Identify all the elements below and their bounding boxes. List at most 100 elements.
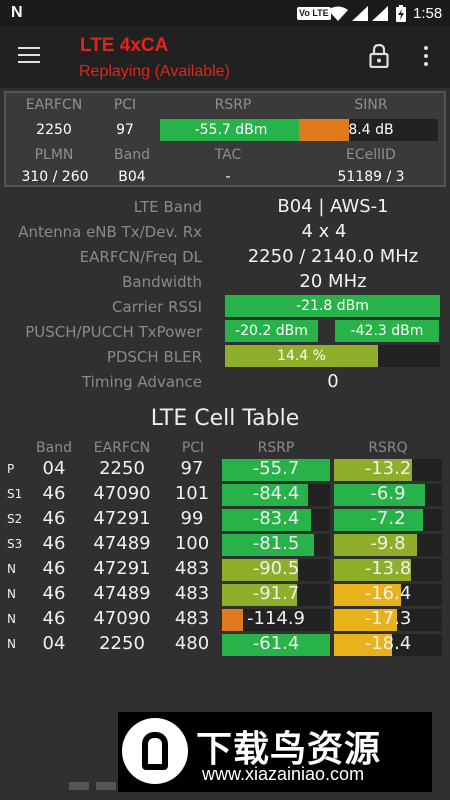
earfcn-freq-label: EARFCN/Freq DL — [79, 248, 202, 266]
summary-panel: EARFCN PCI RSRP SINR 2250 97 -55.7 dBm 8… — [4, 91, 446, 187]
tx-power-label: PUSCH/PUCCH TxPower — [25, 323, 202, 341]
bird-logo-icon — [122, 718, 188, 784]
earfcn-header: EARFCN — [93, 440, 151, 456]
cell-earfcn: 47489 — [93, 533, 151, 554]
rsrp-bar: -55.7 dBm — [160, 119, 302, 141]
cell-band: 46 — [42, 533, 66, 554]
cell-rsrq: -9.8 — [370, 533, 406, 554]
pci-value: 97 — [116, 122, 134, 138]
rsrp-fill-bar — [222, 584, 297, 606]
sinr-label: SINR — [354, 97, 388, 113]
lte-band-value: B04 | AWS-1 — [277, 196, 389, 217]
plmn-label: PLMN — [34, 147, 74, 163]
cell-band: 04 — [42, 633, 66, 654]
cell-type: P — [7, 462, 15, 476]
ecellid-label: ECellID — [346, 147, 396, 163]
cell-rsrp: -114.9 — [246, 608, 306, 629]
tac-value: - — [225, 169, 231, 185]
cell-band: 46 — [42, 508, 66, 529]
page-indicator-1 — [69, 782, 89, 790]
cell-rsrp: -61.4 — [252, 633, 300, 654]
antenna-label: Antenna eNB Tx/Dev. Rx — [18, 223, 202, 241]
rsrq-fill-bar — [334, 459, 412, 481]
cell-band: 46 — [42, 608, 66, 629]
cell-rsrq: -6.9 — [370, 483, 406, 504]
rsrp-fill-bar — [222, 534, 314, 556]
earfcn-freq-value: 2250 / 2140.0 MHz — [247, 246, 419, 267]
rsrq-fill-bar — [334, 634, 392, 656]
cell-rsrp: -91.7 — [252, 583, 300, 604]
cell-rsrp: -83.4 — [252, 508, 300, 529]
bandwidth-label: Bandwidth — [122, 273, 202, 291]
rsrq-fill-bar — [334, 584, 401, 606]
cell-pci: 100 — [174, 533, 210, 554]
cell-earfcn: 47291 — [93, 508, 151, 529]
cell-earfcn: 2250 — [99, 633, 145, 654]
cell-rsrp: -55.7 — [252, 458, 300, 479]
rsrq-header: RSRQ — [368, 440, 408, 456]
menu-icon[interactable] — [18, 47, 40, 65]
cell-type: S2 — [7, 512, 23, 526]
cell-band: 04 — [42, 458, 66, 479]
ecellid-value: 51189 / 3 — [337, 169, 405, 185]
antenna-value: 4 x 4 — [301, 221, 347, 242]
rsrp-fill-bar — [222, 634, 330, 656]
cell-pci: 480 — [174, 633, 210, 654]
pusch-power-bar: -20.2 dBm — [225, 320, 318, 342]
timing-advance-value: 0 — [327, 371, 339, 392]
rsrp-fill-bar — [222, 459, 330, 481]
lock-icon[interactable] — [369, 44, 389, 68]
watermark-title: 下载鸟资源 — [196, 729, 382, 770]
cell-rsrq: -13.8 — [364, 558, 412, 579]
cell-type: N — [7, 637, 16, 651]
cell-earfcn: 47090 — [93, 483, 151, 504]
cell-type: S1 — [7, 487, 23, 501]
carrier-rssi-bar: -21.8 dBm — [225, 295, 440, 317]
cell-rsrp: -81.5 — [252, 533, 300, 554]
rsrp-fill-bar — [222, 484, 308, 506]
cell-table-title: LTE Cell Table — [150, 406, 300, 431]
app-bar: LTE 4xCA Replaying (Available) — [0, 26, 450, 88]
cell-band: 46 — [42, 483, 66, 504]
cell-band: 46 — [42, 583, 66, 604]
replay-status: Replaying (Available) — [79, 63, 230, 80]
cell-rsrq: -17.3 — [364, 608, 412, 629]
cell-band: 46 — [42, 558, 66, 579]
cell-earfcn: 2250 — [99, 458, 145, 479]
cell-type: N — [7, 562, 16, 576]
pdsch-bler-bar: 14.4 % — [225, 345, 378, 367]
overflow-menu-icon[interactable] — [423, 46, 429, 66]
sinr-bar — [299, 119, 349, 141]
rsrp-fill-bar — [222, 509, 311, 531]
cell-earfcn: 47090 — [93, 608, 151, 629]
rsrp-label: RSRP — [214, 97, 252, 113]
watermark-url: www.xiazainiao.com — [202, 764, 365, 784]
cell-rsrq: -18.4 — [364, 633, 412, 654]
rsrq-fill-bar — [334, 484, 425, 506]
notification-n-icon: N — [11, 4, 23, 21]
watermark-banner: 下载鸟资源 www.xiazainiao.com — [118, 712, 432, 792]
cell-type: N — [7, 612, 16, 626]
pci-header: PCI — [181, 440, 205, 456]
status-bar: N Vo LTE 1:58 — [0, 0, 450, 26]
page-indicator-2 — [96, 782, 116, 790]
rsrq-fill-bar — [334, 559, 411, 581]
clock: 1:58 — [413, 5, 443, 22]
cell-pci: 97 — [180, 458, 204, 479]
cell-pci: 483 — [174, 608, 210, 629]
plmn-value: 310 / 260 — [21, 169, 89, 185]
cell-rsrq: -16.4 — [364, 583, 412, 604]
cell-pci: 483 — [174, 583, 210, 604]
timing-advance-label: Timing Advance — [81, 373, 202, 391]
lte-band-label: LTE Band — [133, 198, 202, 216]
cell-pci: 101 — [174, 483, 210, 504]
cell-rsrp: -90.5 — [252, 558, 300, 579]
cell-rsrq: -13.2 — [364, 458, 412, 479]
pucch-power-bar: -42.3 dBm — [335, 320, 439, 342]
rsrq-fill-bar — [334, 609, 397, 631]
carrier-rssi-label: Carrier RSSI — [112, 298, 202, 316]
sinr-value: 8.4 dB — [348, 122, 394, 138]
pci-label: PCI — [113, 97, 137, 113]
rsrp-fill-bar — [222, 559, 298, 581]
rsrp-header: RSRP — [257, 440, 295, 456]
